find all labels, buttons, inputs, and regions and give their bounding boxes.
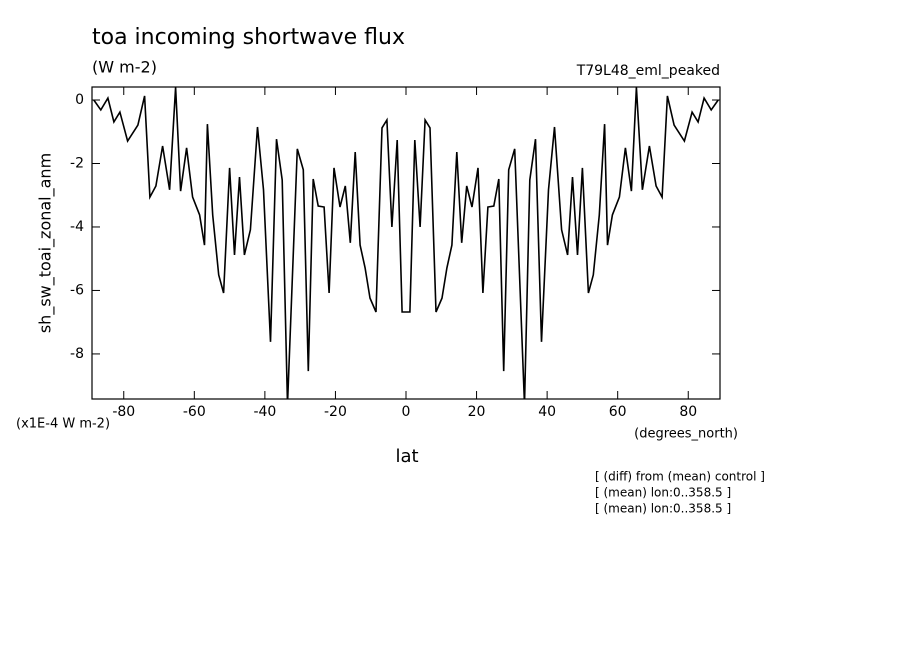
experiment: T79L48_eml_peaked [576, 63, 720, 79]
x-tick-label: -60 [183, 404, 206, 420]
x-axis-label: lat [395, 446, 418, 467]
x-tick-label: -40 [253, 404, 276, 420]
note: [ (diff) from (mean) control ] [595, 470, 765, 484]
x-tick-label: 40 [538, 404, 556, 420]
x-tick-label: 80 [679, 404, 697, 420]
data-line [93, 87, 719, 399]
x-tick-label: -80 [112, 404, 135, 420]
y-axis-label: sh_sw_toai_zonal_anm [36, 153, 56, 333]
x-tick-label: 60 [609, 404, 627, 420]
x-tick-label: 20 [468, 404, 486, 420]
y-tick-label: -6 [70, 282, 84, 298]
y-tick-label: -2 [70, 155, 84, 171]
x-tick-label: -20 [324, 404, 347, 420]
note: [ (mean) lon:0..358.5 ] [595, 486, 731, 500]
y-scale-label: (x1E-4 W m-2) [16, 417, 110, 432]
note: [ (mean) lon:0..358.5 ] [595, 502, 731, 516]
units: (W m-2) [92, 58, 157, 77]
y-tick-label: -8 [70, 346, 84, 362]
y-tick-label: -4 [70, 219, 84, 235]
chart-title: toa incoming shortwave flux [92, 25, 405, 50]
x-units: (degrees_north) [634, 427, 738, 442]
y-tick-label: 0 [75, 92, 84, 108]
x-tick-label: 0 [402, 404, 411, 420]
